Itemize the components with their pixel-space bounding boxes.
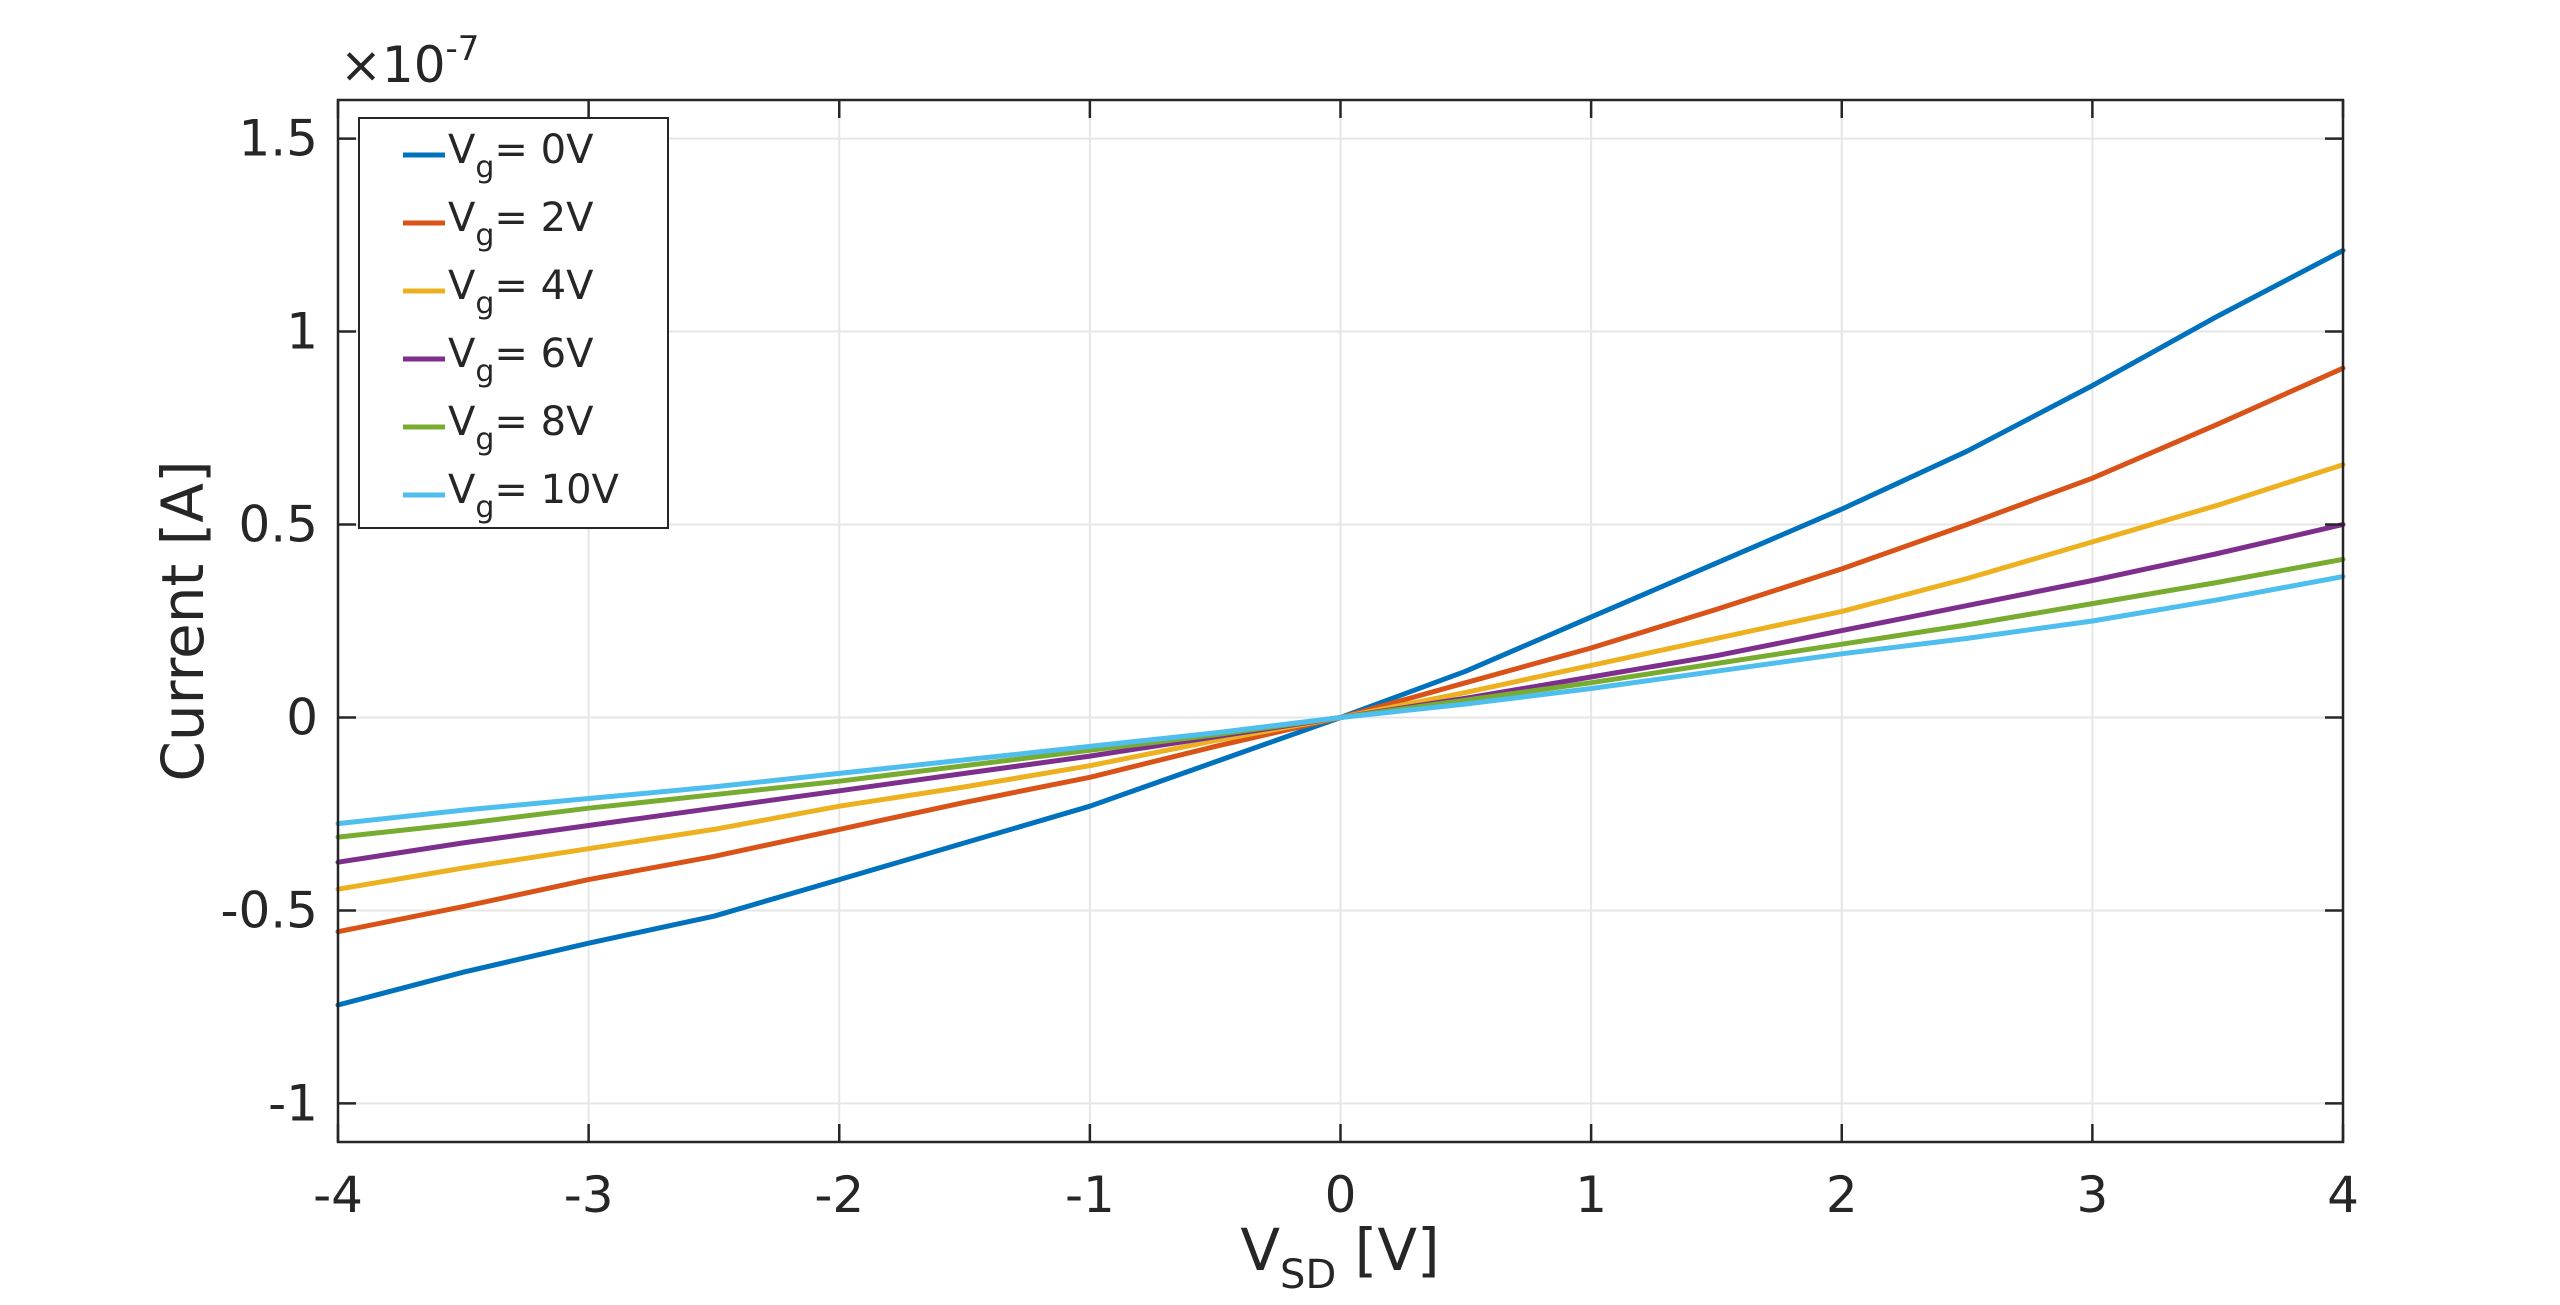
legend-label: Vg= 2V <box>448 195 594 253</box>
legend-label: Vg= 6V <box>448 331 594 389</box>
y-tick-label: 1.5 <box>238 110 318 168</box>
legend-label: Vg= 8V <box>448 399 594 457</box>
y-tick-label: 0.5 <box>238 496 318 554</box>
legend-label: Vg= 4V <box>448 263 594 321</box>
y-tick-label: 0 <box>286 688 318 746</box>
legend-box <box>358 117 669 529</box>
x-tick-label: 1 <box>1575 1166 1607 1224</box>
x-axis-label: VSD [V] <box>1240 1216 1439 1298</box>
legend: Vg= 0V Vg= 2V Vg= 4V Vg= 6V Vg= 8V Vg= 10V <box>358 117 669 529</box>
axis-ticks: -4 -3 -2 -1 0 1 2 3 4 -1 -0.5 0 0.5 1 1.5 <box>220 100 2359 1224</box>
x-tick-label: -2 <box>814 1166 864 1224</box>
legend-label: Vg= 10V <box>448 467 620 525</box>
y-axis-label: Current [A] <box>149 460 217 781</box>
y-exponent-label: ×10-7 <box>340 29 479 94</box>
x-tick-label: -1 <box>1065 1166 1115 1224</box>
x-tick-label: -3 <box>564 1166 614 1224</box>
y-tick-label: -0.5 <box>220 881 318 939</box>
x-tick-label: 0 <box>1325 1166 1357 1224</box>
x-tick-label: -4 <box>313 1166 363 1224</box>
series-line <box>335 574 2346 827</box>
y-tick-label: -1 <box>268 1074 318 1132</box>
x-tick-label: 2 <box>1826 1166 1858 1224</box>
series-lines <box>335 248 2346 1008</box>
legend-label: Vg= 0V <box>448 127 594 185</box>
y-tick-label: 1 <box>286 303 318 361</box>
x-tick-label: 4 <box>2327 1166 2359 1224</box>
x-tick-label: 3 <box>2076 1166 2108 1224</box>
